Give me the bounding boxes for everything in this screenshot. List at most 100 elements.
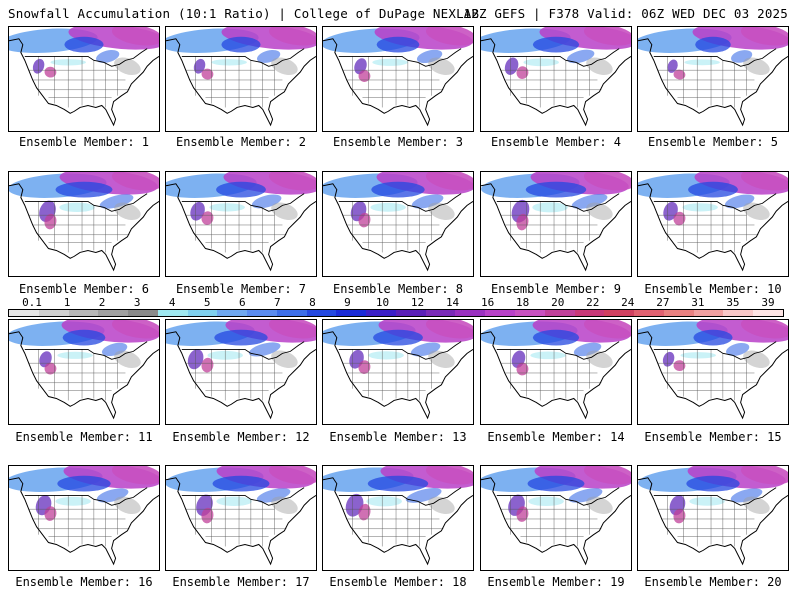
- colorbar-swatch: [366, 310, 396, 316]
- colorbar-swatch: [723, 310, 754, 316]
- snowfall-area: [111, 172, 159, 191]
- snowfall-area: [114, 57, 141, 75]
- snowfall-area: [525, 181, 587, 198]
- ensemble-member-map: [165, 465, 317, 571]
- snowfall-area: [680, 352, 716, 359]
- ensemble-member-map: [165, 171, 317, 277]
- snowfall-area: [271, 202, 298, 220]
- colorbar-swatch: [574, 310, 605, 316]
- snowfall-area: [358, 70, 371, 82]
- ensemble-member-label: Ensemble Member: 20: [644, 575, 782, 589]
- snowfall-area: [425, 320, 473, 339]
- snowfall-area: [425, 172, 473, 191]
- snowfall-area: [216, 496, 252, 507]
- colorbar-swatch: [98, 310, 129, 316]
- snowfall-area: [367, 475, 429, 492]
- colorbar-tick-label: 7: [274, 296, 281, 309]
- ensemble-member-label: Ensemble Member: 16: [15, 575, 153, 589]
- colorbar-swatch: [515, 310, 545, 316]
- snowfall-area: [566, 49, 595, 64]
- snowfall-area: [55, 181, 113, 198]
- snowfall-area: [740, 172, 788, 191]
- snowfall-area: [268, 320, 316, 339]
- ensemble-member-map: [165, 26, 317, 132]
- snowfall-area: [428, 496, 455, 514]
- snowfall-area: [114, 350, 141, 368]
- colorbar-swatch: [68, 310, 99, 316]
- snowfall-area: [370, 202, 406, 212]
- snowfall-area: [740, 27, 788, 46]
- snowfall-area: [209, 203, 245, 212]
- snowfall-area: [114, 496, 141, 514]
- snowfall-area: [271, 496, 298, 514]
- colorbar-tick-label: 2: [98, 296, 106, 309]
- snowfall-area: [516, 506, 529, 522]
- snowfall-area: [358, 360, 371, 374]
- colorbar-swatch: [693, 310, 724, 316]
- snowfall-area: [411, 194, 444, 209]
- snowfall-area: [216, 181, 266, 198]
- snowfall-area: [743, 202, 770, 220]
- snowfall-area: [371, 181, 425, 198]
- ensemble-member-label: Ensemble Member: 18: [329, 575, 467, 589]
- snowfall-area: [571, 194, 608, 209]
- ensemble-member-map: [8, 171, 160, 277]
- snowfall-area: [376, 36, 420, 53]
- snowfall-area: [268, 172, 316, 191]
- colorbar-ticks: 0.1 1 2 3 4 5 6 7 8 9 10 12 14 16 18 20 22 24 27 31 35 39: [8, 296, 784, 309]
- snowfall-area: [44, 506, 57, 521]
- ensemble-member-label: Ensemble Member: 10: [644, 282, 782, 296]
- snowfall-area: [372, 58, 408, 66]
- ensemble-member-label: Ensemble Member: 3: [332, 135, 464, 149]
- snowfall-area: [271, 350, 298, 368]
- snowfall-area: [416, 49, 443, 64]
- snowfall-area: [740, 320, 788, 339]
- colorbar-tick-label: 4: [168, 296, 176, 309]
- colorbar-tick-label: 10: [375, 296, 390, 309]
- snowfall-area: [358, 212, 371, 228]
- ensemble-member-map: [480, 319, 632, 425]
- snowfall-area: [667, 59, 678, 73]
- colorbar-swatch: [157, 310, 188, 316]
- snowfall-area: [114, 202, 141, 220]
- snowfall-area: [425, 27, 473, 46]
- colorbar-swatch: [306, 310, 337, 316]
- snowfall-area: [516, 66, 529, 79]
- snowfall-area: [428, 202, 455, 220]
- snowfall-area: [583, 466, 631, 485]
- snowfall-area: [101, 342, 128, 357]
- colorbar-tick-label: 6: [238, 296, 246, 309]
- colorbar: [8, 309, 784, 317]
- snowfall-area: [689, 496, 725, 506]
- ensemble-member-map: [480, 171, 632, 277]
- snowfall-area: [111, 27, 159, 46]
- snowfall-area: [688, 181, 738, 198]
- ensemble-member-label: Ensemble Member: 7: [175, 282, 307, 296]
- ensemble-member-map: [637, 26, 789, 132]
- ensemble-member-map: [322, 319, 474, 425]
- snowfall-area: [740, 466, 788, 485]
- ensemble-member-label: Ensemble Member: 6: [18, 282, 150, 296]
- ensemble-member-map: [637, 465, 789, 571]
- snowfall-area: [527, 475, 585, 492]
- snowfall-area: [211, 59, 247, 66]
- colorbar-tick-label: 0.1: [22, 296, 42, 309]
- colorbar-tick-label: 1: [63, 296, 71, 309]
- ensemble-member-map: [480, 26, 632, 132]
- colorbar-tick-label: 31: [691, 296, 705, 309]
- snowfall-area: [730, 488, 763, 503]
- ensemble-member-map: [322, 26, 474, 132]
- snowfall-area: [366, 496, 402, 507]
- snowfall-area: [368, 351, 404, 360]
- ensemble-member-label: Ensemble Member: 8: [332, 282, 464, 296]
- snowfall-area: [504, 57, 519, 75]
- ensemble-member-label: Ensemble Member: 12: [172, 430, 310, 444]
- colorbar-swatch: [217, 310, 248, 316]
- snowfall-area: [428, 350, 455, 368]
- snowfall-area: [673, 69, 686, 80]
- snowfall-area: [57, 351, 93, 359]
- ensemble-member-label: Ensemble Member: 14: [487, 430, 625, 444]
- model-run-info: 12Z GEFS | F378 Valid: 06Z WED DEC 03 20…: [463, 6, 788, 21]
- snowfall-area: [428, 57, 455, 75]
- snowfall-area: [532, 36, 580, 53]
